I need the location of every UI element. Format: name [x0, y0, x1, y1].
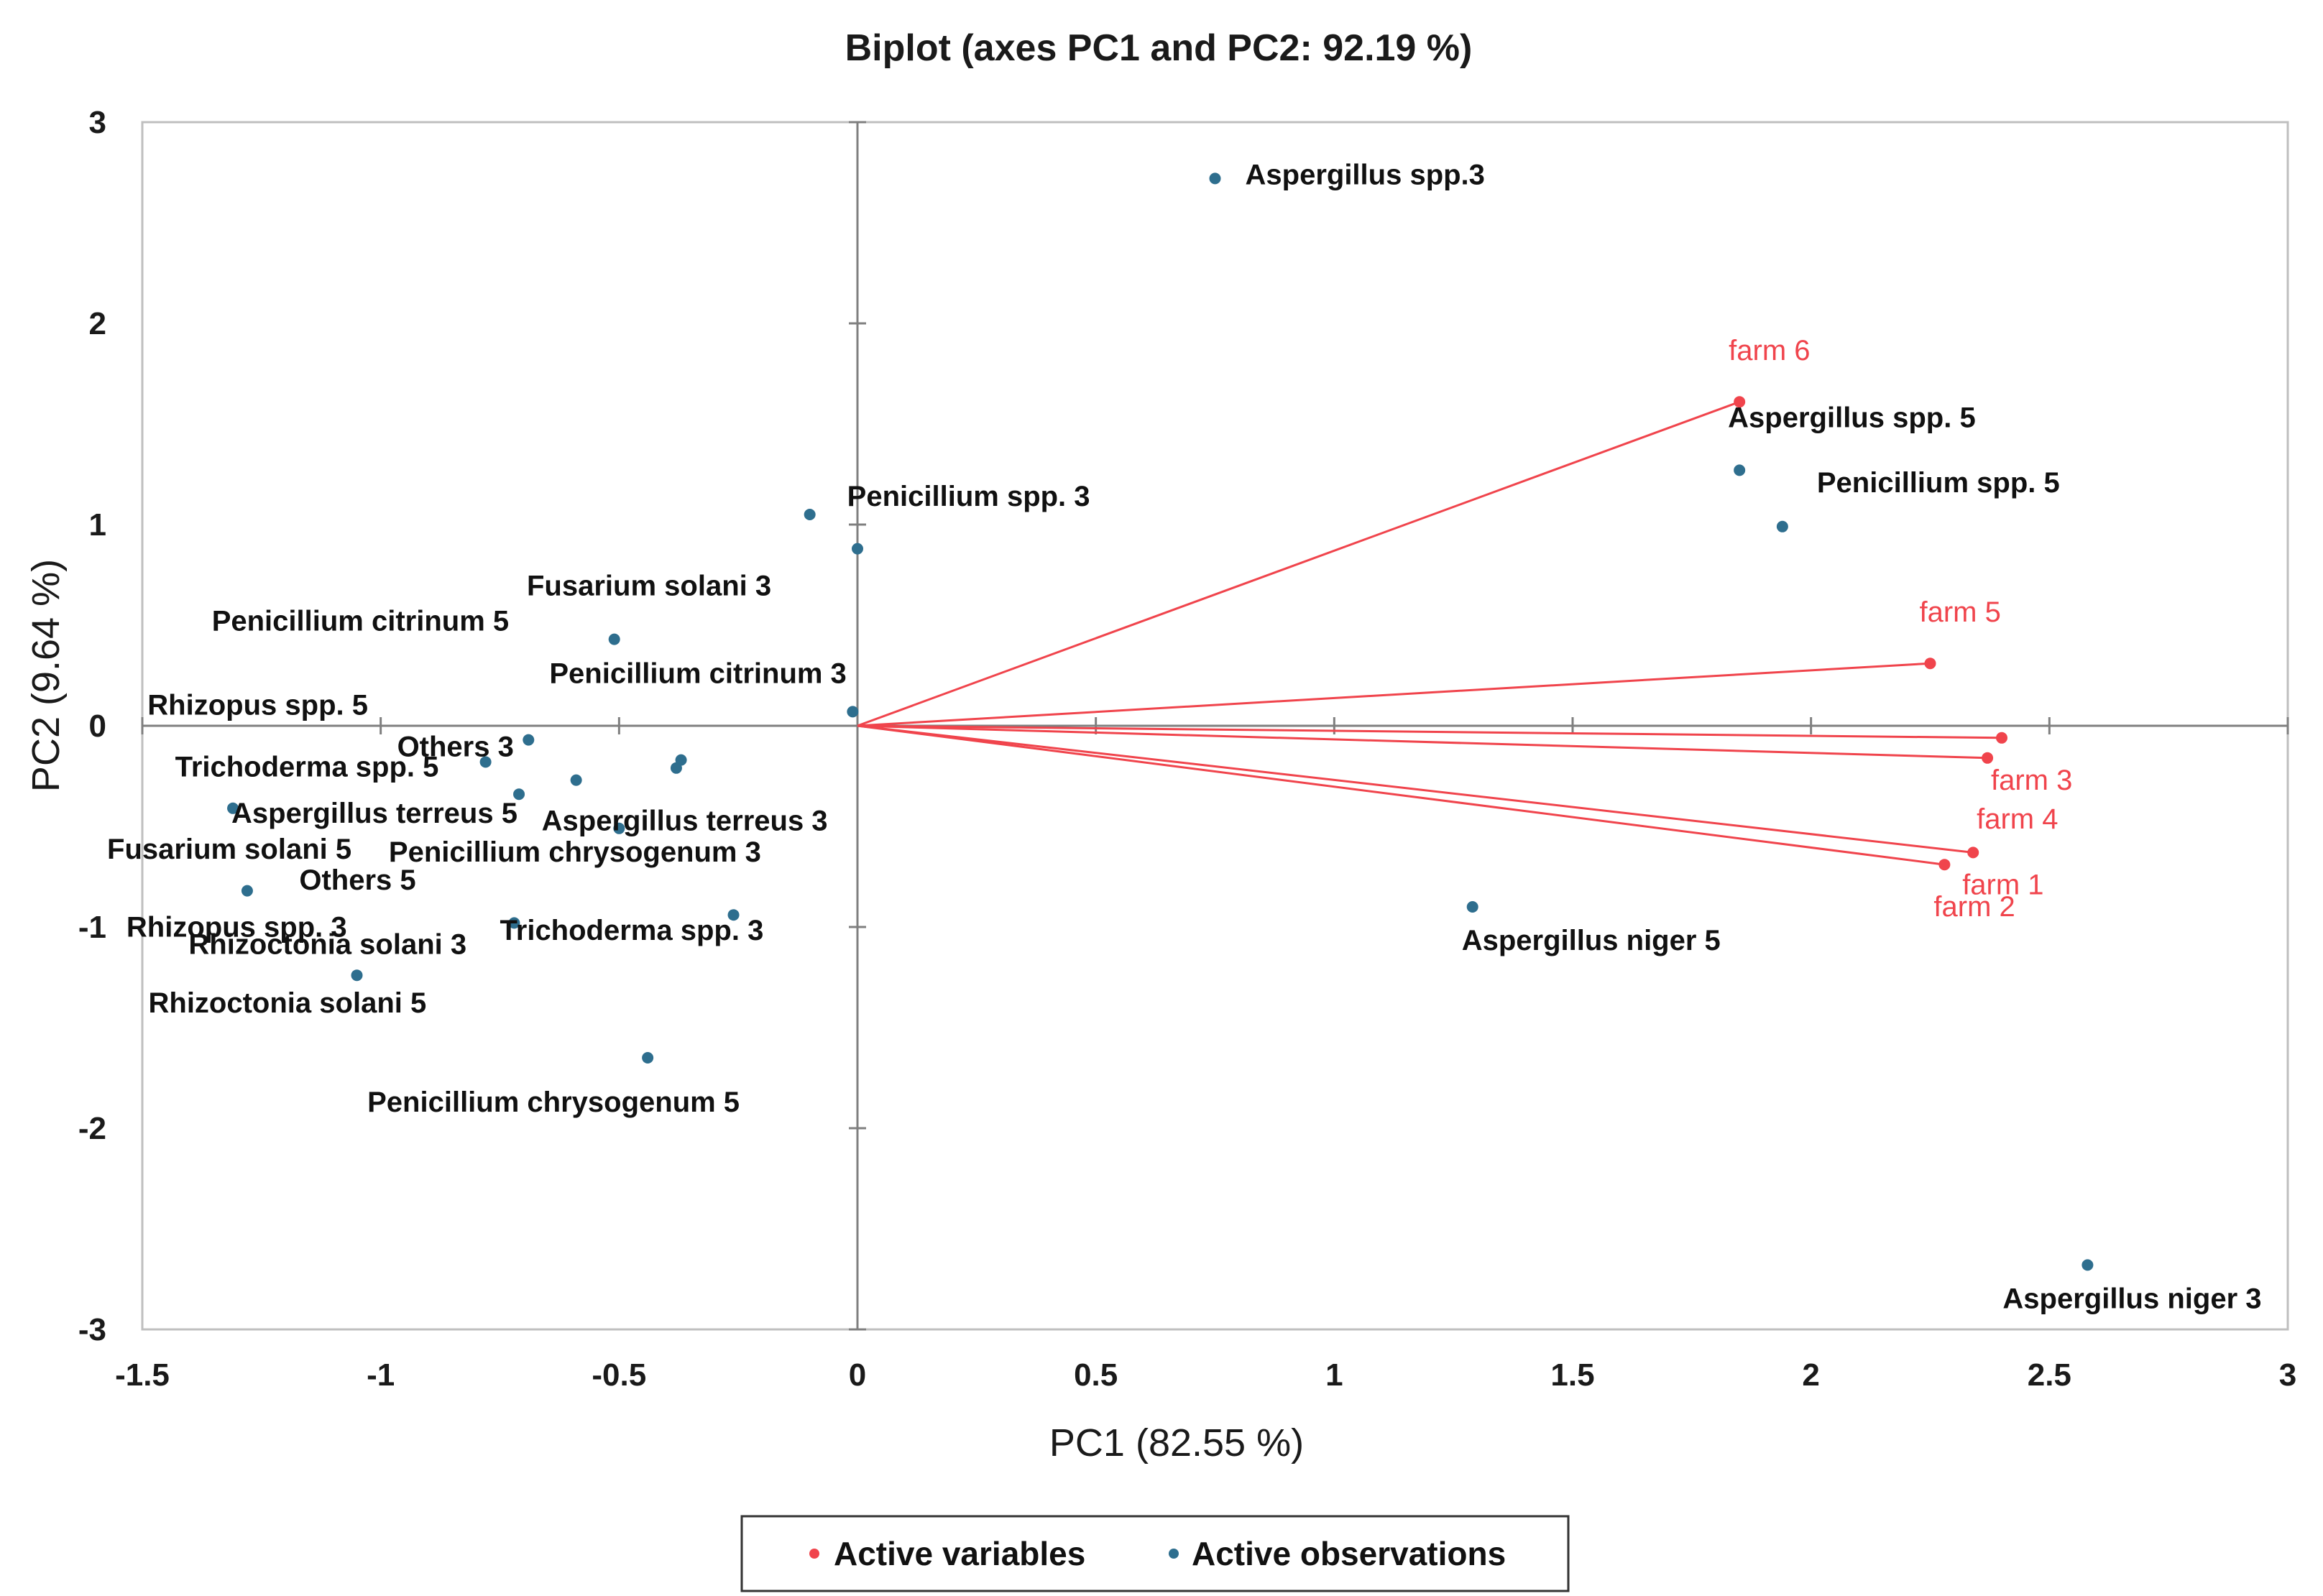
observation-point: [670, 762, 682, 774]
variable-label: farm 5: [1920, 596, 2001, 628]
x-tick-label: 3: [2279, 1357, 2296, 1393]
observation-label: Penicillium spp. 5: [1817, 467, 2060, 499]
y-axis: -3 -2 -1 0 1 2 3: [78, 105, 866, 1347]
y-tick-label: -2: [78, 1111, 106, 1146]
observation-label: Penicillium chrysogenum 3: [389, 836, 761, 868]
observation-point: [241, 885, 253, 897]
variable-label: farm 3: [1991, 765, 2072, 796]
observation-point: [608, 633, 620, 645]
variable-point: [1982, 752, 1994, 764]
observation-label: Rhizoctonia solani 3: [188, 928, 466, 960]
observation-point: [1209, 172, 1221, 185]
y-tick-label: -1: [78, 910, 106, 945]
observation-point: [227, 802, 239, 814]
observation-label: Others 3: [397, 732, 514, 763]
observation-label: Rhizopus spp. 3: [126, 912, 347, 944]
variable-point: [1734, 396, 1746, 408]
variable-label: farm 1: [1962, 869, 2043, 900]
observation-label: Fusarium solani 3: [527, 571, 771, 602]
variable-point: [1938, 859, 1951, 871]
legend: Active variables Active observations: [740, 1515, 1570, 1592]
variable-vectors: [857, 396, 2007, 871]
observation-label: Aspergillus spp.3: [1246, 159, 1485, 190]
legend-label-observations: Active observations: [1192, 1535, 1506, 1572]
variable-point: [1967, 847, 1979, 859]
x-tick-label: 1: [1325, 1357, 1343, 1393]
observation-points: [227, 172, 2094, 1271]
observation-label: Fusarium solani 5: [107, 834, 351, 865]
observation-point: [523, 734, 535, 746]
variable-label: farm 4: [1977, 803, 2058, 835]
observation-point: [804, 509, 816, 520]
observation-point: [727, 909, 740, 921]
y-axis-title: PC2 (9.64 %): [24, 559, 68, 792]
y-tick-label: -3: [78, 1312, 106, 1347]
x-axis-title: PC1 (82.55 %): [1049, 1421, 1304, 1464]
observation-label: Penicillium spp. 3: [847, 481, 1090, 512]
observation-label: Rhizoctonia solani 5: [149, 987, 427, 1019]
variable-vector: [857, 400, 1740, 727]
observation-label: Trichoderma spp. 5: [175, 751, 439, 783]
y-tick-label: 2: [89, 306, 106, 341]
observation-point: [570, 774, 582, 786]
observation-label: Others 5: [299, 864, 415, 896]
observation-point: [513, 788, 525, 801]
observation-point: [642, 1052, 654, 1064]
observation-label: Trichoderma spp. 3: [500, 915, 764, 946]
variable-point: [1924, 658, 1936, 670]
x-axis: -1.5 -1 -0.5 0 0.5 1 1.5 2 2.5 3: [115, 717, 2296, 1393]
x-tick-label: 0: [849, 1357, 866, 1393]
variable-label: farm 2: [1933, 891, 2015, 923]
observation-label: Penicillium citrinum 5: [212, 606, 509, 637]
observation-label: Aspergillus niger 5: [1462, 925, 1721, 956]
observation-label: Aspergillus spp. 5: [1728, 402, 1976, 433]
observation-point: [847, 706, 859, 718]
observation-label: Penicillium citrinum 3: [549, 658, 846, 689]
observation-point: [613, 822, 625, 834]
x-tick-label: 0.5: [1074, 1357, 1118, 1393]
observation-point: [1734, 464, 1746, 476]
x-tick-label: 2: [1802, 1357, 1819, 1393]
observation-point: [852, 543, 863, 555]
observation-label: Penicillium chrysogenum 5: [367, 1087, 740, 1118]
observation-point: [2082, 1259, 2094, 1271]
variable-vector: [857, 724, 2002, 739]
variable-label: farm 6: [1729, 335, 1810, 366]
variable-point: [1996, 732, 2007, 744]
observation-point: [508, 917, 520, 929]
observation-point: [351, 969, 363, 982]
variable-vector: [857, 662, 1931, 727]
x-tick-label: -1: [367, 1357, 395, 1393]
legend-label-variables: Active variables: [834, 1535, 1085, 1572]
observation-point: [479, 756, 492, 768]
x-tick-label: 1.5: [1550, 1357, 1594, 1393]
observation-label: Aspergillus terreus 3: [542, 806, 828, 837]
observation-label: Aspergillus niger 3: [2002, 1283, 2261, 1314]
observation-label: Aspergillus terreus 5: [231, 798, 518, 829]
variable-vector: [857, 724, 1945, 866]
y-tick-label: 1: [89, 507, 106, 543]
observation-labels: Aspergillus spp.3 Aspergillus spp. 5 Penic…: [107, 159, 2261, 1314]
legend-marker-observations: [1169, 1549, 1179, 1559]
x-tick-label: -0.5: [592, 1357, 646, 1393]
x-tick-label: 2.5: [2028, 1357, 2071, 1393]
zero-axes: [142, 122, 2288, 1329]
y-tick-label: 0: [89, 709, 106, 744]
x-tick-label: -1.5: [115, 1357, 170, 1393]
chart-title: Biplot (axes PC1 and PC2: 92.19 %): [845, 27, 1473, 69]
legend-marker-variables: [809, 1549, 819, 1559]
observation-label: Rhizopus spp. 5: [147, 690, 368, 721]
legend-box: [740, 1515, 1570, 1592]
y-tick-label: 3: [89, 105, 106, 140]
variable-vector: [857, 724, 1988, 760]
variable-vector: [857, 724, 1974, 854]
observation-point: [1466, 901, 1478, 913]
observation-point: [1776, 520, 1788, 532]
